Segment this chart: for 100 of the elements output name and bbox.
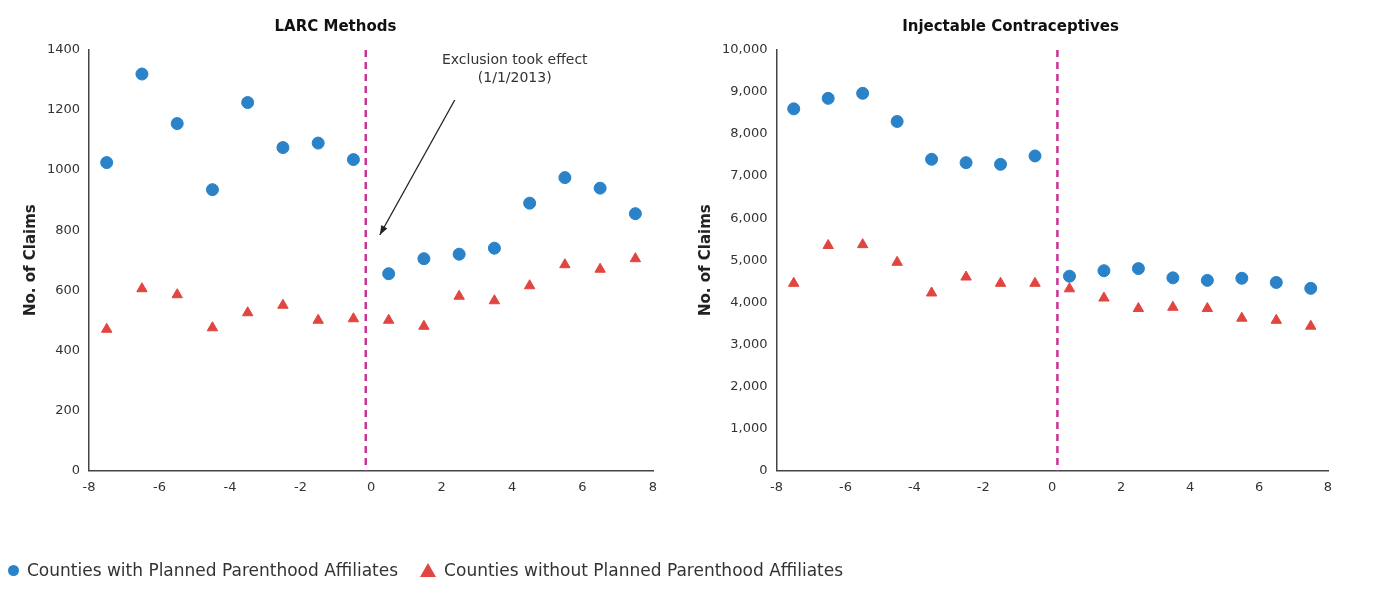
y-tick-label: 0 [759, 461, 768, 477]
point [628, 207, 642, 221]
x-tick-label: 4 [507, 478, 517, 494]
point [382, 313, 395, 324]
point [994, 157, 1008, 171]
point [1235, 271, 1249, 285]
x-tick-label: 0 [366, 478, 376, 494]
point [453, 289, 465, 300]
point [1305, 319, 1317, 330]
x-tick-label: 0 [1048, 478, 1057, 494]
point [523, 196, 537, 210]
point [170, 117, 184, 131]
point [1304, 281, 1318, 295]
point [787, 102, 801, 116]
y-tick-label: 9,000 [730, 83, 768, 99]
point [1028, 149, 1042, 163]
y-tick-label: 200 [55, 401, 81, 417]
x-tick-label: -2 [294, 478, 308, 494]
point [1062, 269, 1076, 283]
point [205, 183, 219, 197]
y-tick-label: 2,000 [730, 377, 768, 393]
point [994, 276, 1007, 287]
point [822, 238, 834, 249]
x-tick-label: -4 [907, 478, 921, 494]
point [312, 313, 324, 324]
point [1166, 271, 1180, 285]
point [206, 321, 219, 332]
x-tick-label: -2 [976, 478, 990, 494]
point [277, 298, 289, 309]
point [311, 136, 325, 150]
y-tick-label: 1,000 [730, 419, 768, 435]
point [452, 247, 466, 261]
point [418, 319, 430, 330]
point [347, 312, 360, 323]
y-tick-label: 400 [55, 341, 81, 357]
point [241, 96, 255, 110]
point [629, 252, 642, 263]
point [1269, 275, 1283, 289]
point [593, 181, 607, 195]
y-tick-label: 6,000 [730, 209, 768, 225]
point [523, 279, 536, 290]
point [1063, 282, 1076, 293]
y-tick-label: 5,000 [730, 251, 768, 267]
x-tick-label: -6 [153, 478, 167, 494]
point [960, 270, 972, 281]
point [1029, 276, 1041, 287]
y-tick-label: 10,000 [721, 41, 768, 57]
point [925, 152, 939, 166]
y-tick-label: 1200 [46, 101, 81, 117]
point [1201, 302, 1214, 313]
point [594, 262, 606, 273]
point [1098, 291, 1110, 302]
y-tick-label: 3,000 [730, 335, 768, 351]
x-tick-label: 8 [1323, 478, 1333, 494]
point [1097, 264, 1111, 278]
point [136, 282, 148, 293]
point [171, 288, 183, 299]
point [1167, 300, 1179, 311]
legend-label: Counties with Planned Parenthood Affiliates [27, 560, 399, 580]
y-tick-label: 1400 [46, 41, 81, 57]
x-tick-label: 4 [1185, 478, 1195, 494]
y-tick-label: 600 [55, 281, 81, 297]
point [417, 252, 431, 266]
point [890, 114, 904, 128]
y-tick-label: 1000 [46, 161, 81, 177]
x-tick-label: -8 [770, 478, 783, 494]
x-tick-label: 2 [1117, 478, 1126, 494]
point [1131, 262, 1145, 276]
x-tick-label: 2 [437, 478, 446, 494]
point [1132, 302, 1145, 313]
point [856, 86, 870, 100]
x-tick-label: -8 [82, 478, 96, 494]
point [1200, 273, 1214, 287]
point [487, 241, 501, 255]
y-axis-title: No. of Claims [20, 204, 39, 317]
point [382, 267, 396, 281]
y-tick-label: 7,000 [730, 167, 768, 183]
legend-label: Counties without Planned Parenthood Affiliates [444, 560, 844, 580]
chart-title: LARC Methods [274, 16, 397, 35]
point [821, 91, 835, 105]
point [559, 258, 571, 269]
point [346, 153, 360, 167]
chart-title: Injectable Contraceptives [902, 16, 1119, 35]
y-axis-title: No. of Claims [695, 204, 714, 317]
point [925, 286, 938, 297]
point [100, 156, 114, 170]
y-tick-label: 8,000 [730, 125, 768, 141]
point [488, 294, 501, 305]
y-tick-label: 4,000 [730, 293, 768, 309]
point [1236, 311, 1248, 322]
point [959, 156, 973, 170]
point [856, 238, 869, 249]
point [891, 255, 903, 266]
x-tick-label: -6 [838, 478, 852, 494]
y-tick-label: 800 [55, 221, 81, 237]
x-tick-label: 6 [1254, 478, 1264, 494]
x-tick-label: -4 [223, 478, 237, 494]
y-tick-label: 0 [71, 461, 81, 477]
point [101, 322, 113, 333]
point [558, 171, 572, 185]
